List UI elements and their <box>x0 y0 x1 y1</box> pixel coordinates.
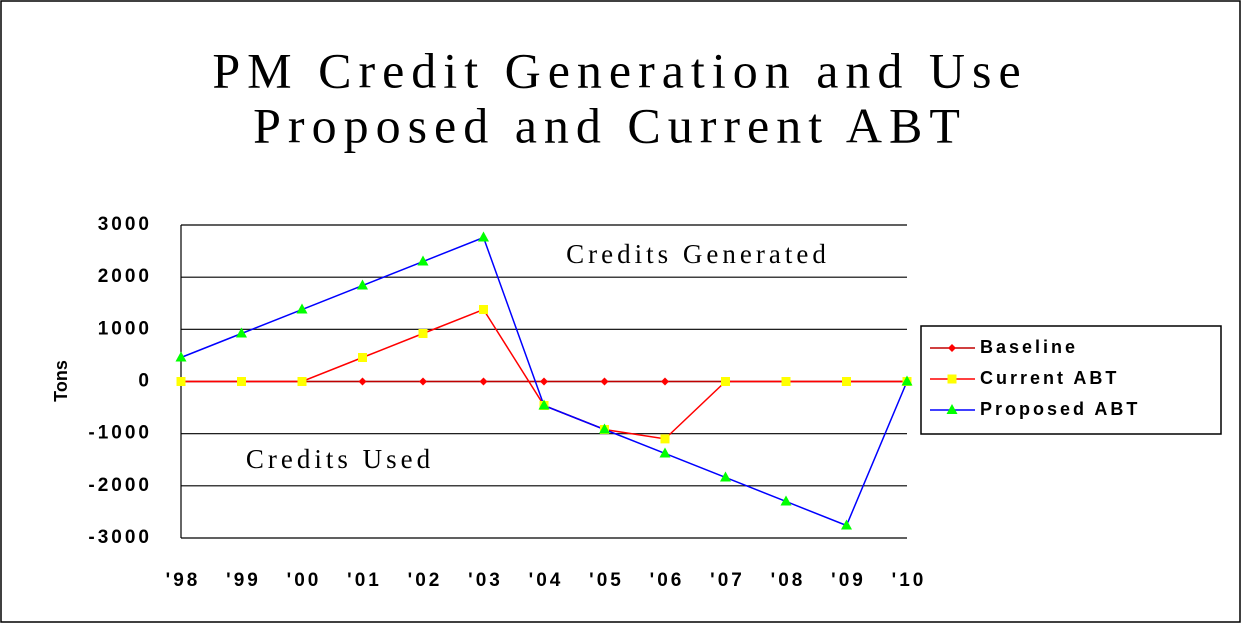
data-point <box>901 375 913 386</box>
data-point <box>175 351 187 362</box>
x-tick-label: '09 <box>831 570 866 591</box>
data-point <box>841 519 852 530</box>
data-point <box>540 377 548 386</box>
legend-box <box>920 325 1222 435</box>
legend-label: Current ABT <box>980 368 1119 388</box>
annotation: Credits Generated <box>566 239 830 269</box>
data-point <box>721 377 730 386</box>
legend-marker <box>948 344 956 352</box>
title-line: PM Credit Generation and Use <box>212 42 1027 98</box>
data-point <box>419 377 427 386</box>
data-point <box>296 303 308 314</box>
data-point <box>661 377 669 386</box>
legend-marker <box>946 404 958 414</box>
data-point <box>358 377 367 386</box>
x-tick-label: '98 <box>166 570 201 591</box>
x-tick-label: '08 <box>771 570 806 591</box>
y-tick-label: -2000 <box>88 475 152 496</box>
x-tick-label: '99 <box>226 570 261 591</box>
data-point <box>479 305 488 315</box>
x-tick-label: '06 <box>650 570 685 591</box>
x-tick-label: '07 <box>710 570 745 591</box>
data-point <box>600 377 609 386</box>
x-tick-label: '00 <box>287 570 322 591</box>
y-tick-label: 1000 <box>98 318 152 339</box>
data-point <box>358 353 367 363</box>
data-point <box>479 377 488 386</box>
legend-label: Proposed ABT <box>980 399 1140 419</box>
title-line: Proposed and Current ABT <box>253 97 967 153</box>
x-tick-label: '02 <box>408 570 443 591</box>
data-point <box>538 399 550 410</box>
y-tick-label: 0 <box>138 371 152 392</box>
legend-label: Baseline <box>980 337 1078 357</box>
data-point <box>660 434 670 444</box>
y-tick-label: -1000 <box>88 423 152 444</box>
data-point <box>842 377 851 386</box>
x-tick-label: '03 <box>468 570 503 591</box>
data-point <box>720 471 731 482</box>
x-tick-label: '01 <box>347 570 382 591</box>
y-tick-label: 2000 <box>98 266 152 287</box>
data-point <box>781 377 791 386</box>
data-point <box>478 231 489 242</box>
data-point <box>176 377 186 386</box>
legend-marker <box>947 374 957 384</box>
data-point <box>237 377 246 386</box>
data-point <box>599 423 610 434</box>
data-point <box>780 495 792 506</box>
y-tick-label: 3000 <box>98 214 152 235</box>
y-tick-label: -3000 <box>88 527 152 548</box>
data-point <box>418 329 428 339</box>
data-point <box>417 255 429 266</box>
data-point <box>357 279 368 290</box>
data-point <box>236 327 247 338</box>
x-tick-label: '05 <box>589 570 624 591</box>
y-axis-label: Tons <box>51 360 71 402</box>
x-tick-label: '04 <box>529 570 564 591</box>
data-point <box>659 447 671 458</box>
data-point <box>297 377 307 386</box>
annotation: Credits Used <box>246 444 434 474</box>
x-tick-label: '10 <box>892 570 927 591</box>
